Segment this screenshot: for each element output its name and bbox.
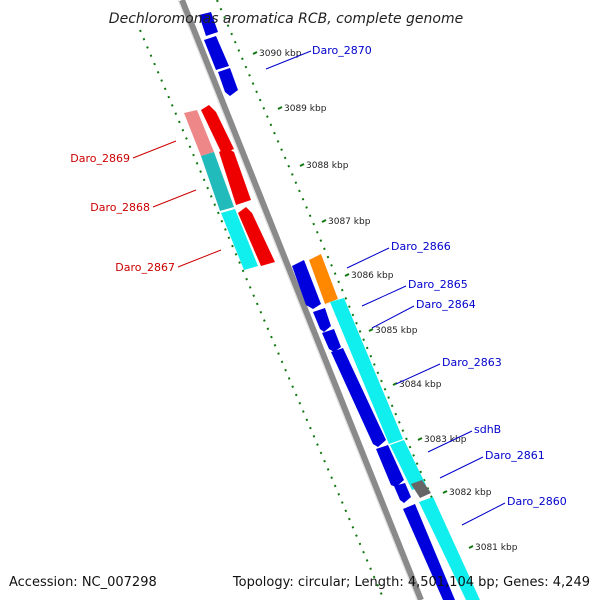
guide-dotted-line xyxy=(216,0,477,600)
accession-text: Accession: NC_007298 xyxy=(9,575,157,590)
kbp-tick xyxy=(299,163,305,167)
gene-label-sdhb[interactable]: sdhB xyxy=(474,423,501,436)
kbp-ruler: 3090 kbp 3089 kbp 3088 kbp 3087 kbp 3086 kbp… xyxy=(252,49,518,553)
gene-daro-2864-arrow[interactable] xyxy=(322,329,341,352)
kbp-label: 3083 kbp xyxy=(424,435,467,445)
gene-label-daro-2866[interactable]: Daro_2866 xyxy=(391,240,451,253)
kbp-label: 3089 kbp xyxy=(284,104,327,114)
genome-backbone xyxy=(177,0,424,600)
genome-summary-text: Topology: circular; Length: 4,501,104 bp… xyxy=(232,575,590,590)
forward-strand-features xyxy=(199,12,480,600)
gene-daro-2869-arrow[interactable] xyxy=(201,105,234,154)
kbp-tick xyxy=(344,273,350,277)
gene-leader-line xyxy=(361,285,407,307)
kbp-label: 3085 kbp xyxy=(375,326,418,336)
gene-leader-line xyxy=(346,247,390,269)
gene-leader-line xyxy=(439,456,484,479)
dotted-guide-lines xyxy=(139,0,477,600)
kbp-label: 3087 kbp xyxy=(328,217,371,227)
gene-leader-line xyxy=(395,363,441,385)
gene-daro-2866-orange[interactable] xyxy=(309,254,338,304)
kbp-tick xyxy=(417,437,423,441)
gene-leader-line xyxy=(461,502,506,526)
kbp-tick xyxy=(442,490,448,494)
kbp-tick xyxy=(368,328,374,332)
gene-sdhb-cyan[interactable] xyxy=(390,440,426,490)
gene-leader-line xyxy=(132,140,177,159)
gene-label-daro-2869[interactable]: Daro_2869 xyxy=(70,152,130,165)
kbp-tick xyxy=(252,51,258,55)
gene-leader-line xyxy=(265,50,312,70)
gene-daro-2860-blue[interactable] xyxy=(403,504,455,600)
kbp-label: 3088 kbp xyxy=(306,161,349,171)
gene-daro-2870-arrow[interactable] xyxy=(218,68,238,96)
gene-label-daro-2868[interactable]: Daro_2868 xyxy=(90,201,150,214)
kbp-label: 3086 kbp xyxy=(351,271,394,281)
gene-label-daro-2865[interactable]: Daro_2865 xyxy=(408,278,468,291)
gene-leader-line xyxy=(371,305,415,329)
reverse-strand-features xyxy=(184,105,275,270)
gene-label-daro-2863[interactable]: Daro_2863 xyxy=(442,356,502,369)
gene-daro-2863-arrow[interactable] xyxy=(331,348,386,447)
kbp-label: 3082 kbp xyxy=(449,488,492,498)
gene-block-top-2[interactable] xyxy=(204,36,229,70)
gene-label-daro-2860[interactable]: Daro_2860 xyxy=(507,495,567,508)
gene-daro-2867-arrow[interactable] xyxy=(238,207,275,266)
kbp-tick xyxy=(468,545,474,549)
gene-daro-2866-blue[interactable] xyxy=(292,260,321,309)
kbp-label: 3084 kbp xyxy=(399,380,442,390)
gene-daro-2867-left-bar[interactable] xyxy=(221,209,258,270)
gene-labels: Daro_2870 Daro_2866 Daro_2865 Daro_2864 Daro… xyxy=(70,44,567,526)
gene-daro-2868-left-bar[interactable] xyxy=(201,152,234,211)
gene-daro-2861-arrow[interactable] xyxy=(394,483,411,503)
genome-title: Dechloromonas aromatica RCB, complete ge… xyxy=(109,11,463,27)
gene-leader-line xyxy=(177,249,222,268)
gene-label-daro-2861[interactable]: Daro_2861 xyxy=(485,449,545,462)
gene-daro-2865-arrow[interactable] xyxy=(313,308,331,332)
gene-sdhb-arrow[interactable] xyxy=(376,445,404,487)
gene-label-daro-2867[interactable]: Daro_2867 xyxy=(115,261,175,274)
gene-daro-2869-left-bar[interactable] xyxy=(184,110,214,156)
gene-block-top-1[interactable] xyxy=(199,12,218,36)
gene-label-daro-2870[interactable]: Daro_2870 xyxy=(312,44,372,57)
gene-label-daro-2864[interactable]: Daro_2864 xyxy=(416,298,476,311)
gene-leader-line xyxy=(152,189,197,208)
gene-daro-2860-cyan[interactable] xyxy=(419,497,480,600)
gene-grey-small[interactable] xyxy=(411,480,431,498)
kbp-label: 3090 kbp xyxy=(259,49,302,59)
gene-daro-2868-arrow[interactable] xyxy=(219,148,251,205)
gene-leader-line xyxy=(427,430,473,453)
kbp-label: 3081 kbp xyxy=(475,543,518,553)
kbp-tick xyxy=(277,106,283,110)
gene-cyan-long[interactable] xyxy=(330,298,403,444)
kbp-tick xyxy=(321,219,327,223)
